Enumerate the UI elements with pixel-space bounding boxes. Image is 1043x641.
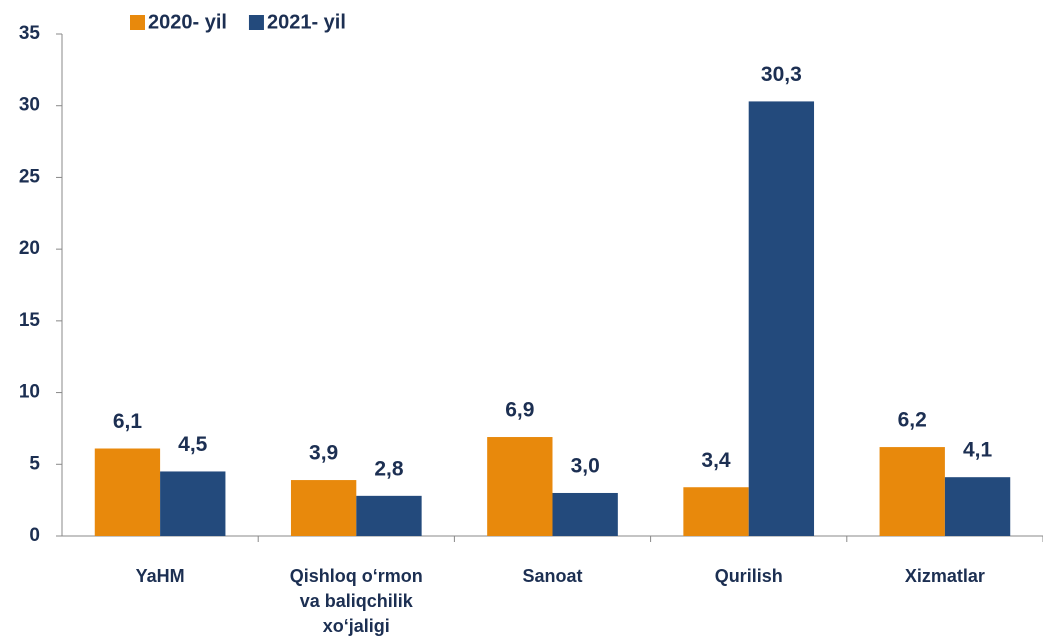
y-tick-label: 20 (19, 238, 40, 259)
x-tick-label: YaHM (136, 566, 185, 586)
x-tick-label: Xizmatlar (905, 566, 985, 586)
x-tick-label: Qishloq o‘rmon va baliqchilik xo‘jaligi (290, 566, 423, 636)
legend-swatch (130, 15, 145, 30)
y-tick-label: 15 (19, 310, 41, 331)
value-label: 6,9 (505, 399, 534, 422)
y-tick-label: 30 (19, 95, 40, 116)
value-label: 3,4 (701, 449, 731, 472)
bar (683, 487, 749, 536)
legend-label: 2020- yil (148, 11, 227, 33)
value-label: 3,0 (571, 455, 600, 478)
value-label: 4,1 (963, 439, 993, 462)
bar (487, 437, 553, 536)
x-tick-label: Sanoat (522, 566, 582, 586)
bar (748, 101, 815, 536)
legend-swatch (248, 15, 264, 30)
y-tick-label: 10 (19, 382, 40, 403)
y-tick-label: 0 (29, 525, 40, 546)
bar (552, 492, 618, 536)
value-label: 30,3 (761, 63, 802, 86)
value-label: 3,9 (309, 442, 338, 465)
x-tick-label: Qurilish (715, 566, 783, 586)
legend-label: 2021- yil (267, 11, 346, 33)
bar (356, 495, 422, 536)
bar (944, 477, 1011, 536)
value-label: 4,5 (178, 433, 208, 456)
value-label: 6,2 (898, 409, 927, 432)
bar (290, 480, 357, 536)
y-tick-label: 35 (19, 23, 41, 44)
y-tick-label: 25 (19, 166, 41, 187)
bar (94, 448, 161, 536)
value-label: 2,8 (374, 457, 404, 480)
bar (160, 471, 226, 536)
bar (879, 447, 945, 536)
value-label: 6,1 (113, 410, 143, 433)
y-tick-label: 5 (29, 453, 40, 474)
